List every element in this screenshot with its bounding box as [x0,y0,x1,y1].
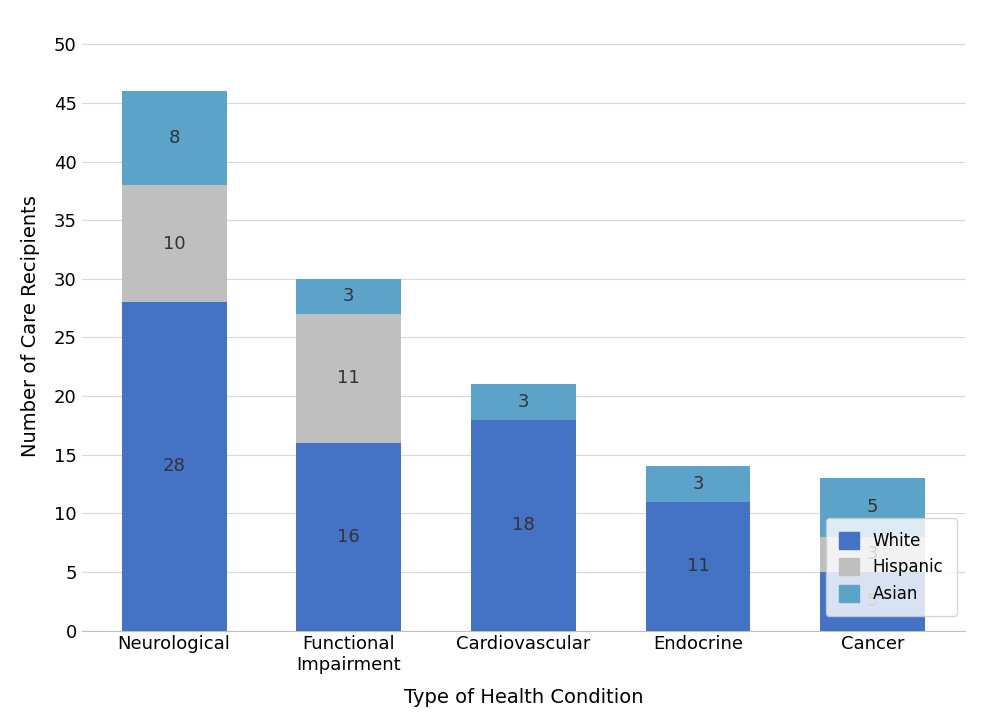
Text: 5: 5 [867,499,879,516]
Y-axis label: Number of Care Recipients: Number of Care Recipients [21,195,39,456]
Bar [646,467,750,502]
Text: 8: 8 [169,129,179,147]
Text: 28: 28 [163,457,185,475]
Bar [646,502,750,630]
Text: 3: 3 [692,475,704,493]
Text: 5: 5 [867,593,879,610]
X-axis label: Type of Health Condition: Type of Health Condition [403,688,643,707]
Bar [297,314,401,443]
Bar [297,443,401,630]
Text: 11: 11 [686,557,709,575]
Bar [121,91,227,185]
Text: 3: 3 [518,393,529,411]
Text: 11: 11 [337,370,360,387]
Bar [820,478,925,537]
Bar [471,419,576,630]
Bar [820,572,925,630]
Text: 3: 3 [867,545,879,563]
Text: 10: 10 [163,234,185,253]
Bar [121,185,227,302]
Legend: White, Hispanic, Asian: White, Hispanic, Asian [826,518,956,616]
Bar [820,537,925,572]
Text: 3: 3 [343,288,355,306]
Bar [471,384,576,419]
Bar [297,279,401,314]
Bar [121,302,227,630]
Text: 16: 16 [337,528,360,546]
Text: 18: 18 [512,516,534,534]
